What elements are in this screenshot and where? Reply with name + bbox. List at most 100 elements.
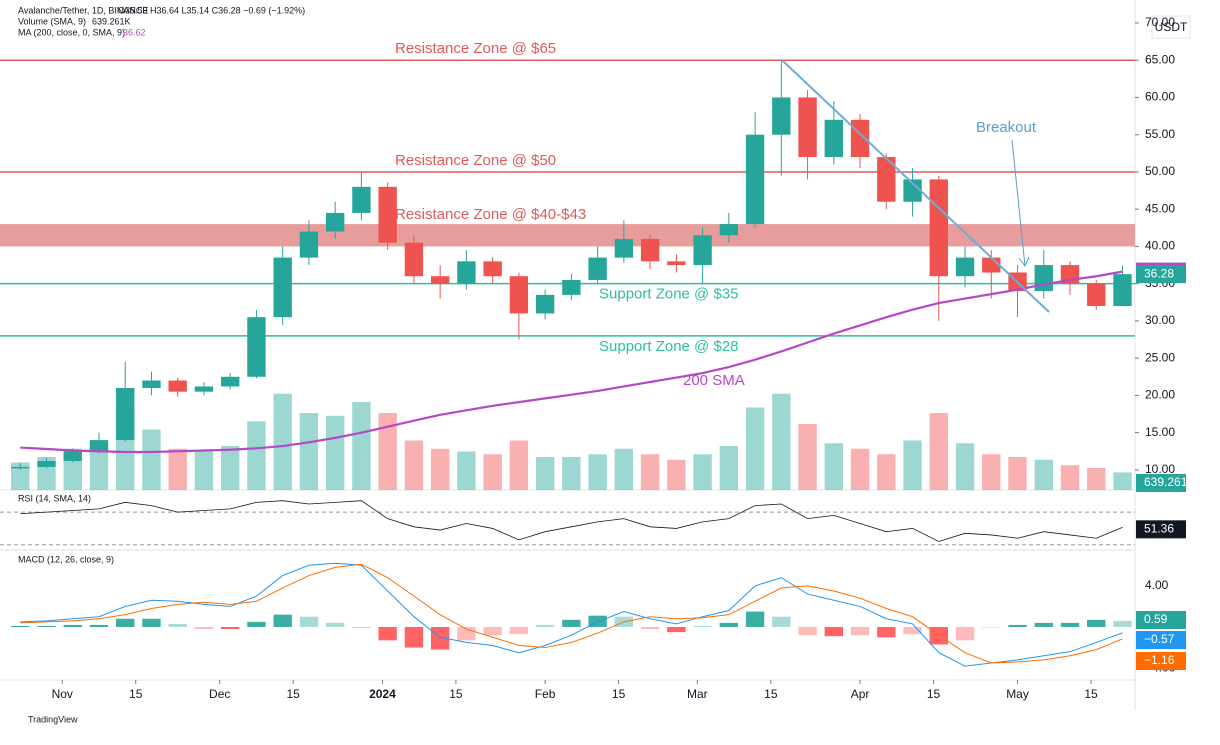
macd-line [20, 562, 1123, 667]
volume-bar [824, 443, 844, 490]
volume-bar [1113, 472, 1132, 490]
y-tick-label: 50.00 [1145, 164, 1175, 178]
volume-bar [719, 446, 739, 490]
macd-hist [1060, 622, 1080, 627]
macd-hist [168, 623, 187, 627]
x-tick-label: Dec [209, 687, 230, 701]
candle-body [798, 97, 817, 158]
macd-hist [719, 622, 739, 627]
x-tick-label: Mar [687, 687, 708, 701]
x-tick-label: 15 [129, 687, 143, 701]
sma-line [20, 270, 1123, 454]
x-tick-label: Feb [535, 687, 556, 701]
volume-bar [168, 448, 187, 490]
volume-bar [850, 448, 870, 490]
level-label: Support Zone @ $28 [599, 338, 738, 355]
candle-body [614, 238, 634, 258]
volume-bar [1008, 457, 1027, 490]
candle-body [247, 317, 266, 377]
candle-body [194, 386, 214, 392]
volume-bar [1060, 465, 1080, 490]
candle-body [877, 157, 896, 202]
volume-bar [1034, 459, 1053, 490]
y-tick-label: 10.00 [1145, 462, 1175, 476]
hist-badge-bg [1136, 611, 1186, 629]
candle-body [116, 387, 135, 441]
volume-bar [1087, 468, 1106, 490]
candle-body [430, 276, 450, 284]
volume-bar [404, 440, 424, 490]
candle-body [1087, 283, 1106, 307]
volume-bar [299, 413, 319, 490]
y-tick-label: 40.00 [1145, 239, 1175, 253]
macd-hist [221, 626, 240, 630]
candle-body [955, 257, 975, 277]
volume-bar [194, 451, 214, 490]
candle-body [772, 97, 791, 135]
rsi-line [20, 500, 1123, 542]
volume-bar [693, 454, 712, 490]
candle-body [352, 186, 371, 213]
y-tick-label: 55.00 [1145, 127, 1175, 141]
x-tick-label: 2024 [369, 687, 396, 701]
volume-bar [877, 454, 896, 490]
trendline [780, 58, 1050, 313]
volume-bar [535, 457, 555, 490]
candle-body [11, 466, 30, 469]
x-tick-label: 15 [612, 687, 626, 701]
macd-hist [982, 626, 1001, 628]
candle-body [929, 179, 948, 277]
currency-box [1151, 15, 1191, 39]
macd-hist [378, 626, 397, 641]
volume-bar [509, 440, 529, 490]
candle-body [850, 119, 870, 158]
volume-bar [982, 454, 1001, 490]
volume-bar [562, 457, 581, 490]
candle-body [404, 242, 424, 277]
macd-hist [1087, 619, 1106, 627]
candle-body [719, 224, 739, 236]
macd-hist [640, 626, 660, 630]
macd-hist [483, 626, 502, 636]
macd-hist [824, 626, 844, 637]
macd-hist [63, 624, 82, 627]
candle-body [273, 257, 292, 318]
macd-tick-label: 4.00 [1145, 578, 1169, 592]
macd-hist [116, 618, 135, 627]
macd-hist [1034, 622, 1053, 627]
volume-bar [221, 446, 240, 490]
x-tick-label: 15 [449, 687, 463, 701]
volume-bar [588, 454, 607, 490]
macd-hist [1113, 620, 1132, 627]
macd-hist [877, 626, 896, 638]
volume-bar [640, 454, 660, 490]
volume-bar [955, 443, 975, 490]
resistance-zone [0, 224, 1135, 247]
y-tick-label: 70.00 [1145, 15, 1175, 29]
volume-bar [667, 459, 686, 490]
candle-body [168, 380, 187, 392]
macd-hist [194, 626, 214, 630]
candle-body [457, 261, 476, 284]
macd-hist [850, 626, 870, 636]
volume-bar [798, 424, 817, 490]
candle-body [562, 279, 581, 295]
candle-body [63, 451, 82, 461]
candle-body [745, 134, 765, 225]
volume-bar [378, 413, 397, 490]
x-tick-label: 15 [1084, 687, 1098, 701]
volume-badge-bg [1136, 474, 1186, 492]
macd-hist [430, 626, 450, 650]
signal-badge-bg [1136, 652, 1186, 670]
level-label: Resistance Zone @ $65 [395, 40, 556, 57]
level-label: Resistance Zone @ $50 [395, 152, 556, 169]
candle-body [1113, 274, 1132, 307]
volume-badge: 639.261K [1144, 475, 1195, 489]
candle-body [588, 257, 607, 280]
candle-body [221, 376, 240, 387]
signal-badge: −1.16 [1144, 653, 1175, 667]
candle-body [509, 276, 529, 314]
y-tick-label: 20.00 [1145, 388, 1175, 402]
symbol: Avalanche/Tether, 1D, BINANCE [18, 5, 148, 15]
